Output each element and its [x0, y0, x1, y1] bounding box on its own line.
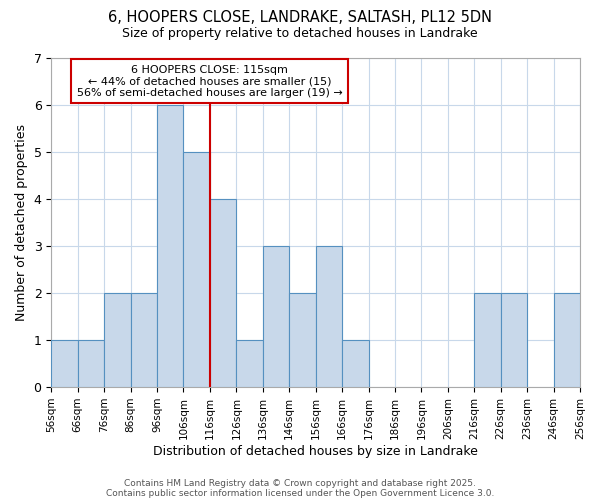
Bar — [474, 293, 500, 387]
Text: Size of property relative to detached houses in Landrake: Size of property relative to detached ho… — [122, 28, 478, 40]
Y-axis label: Number of detached properties: Number of detached properties — [15, 124, 28, 321]
Bar — [104, 293, 131, 387]
Bar — [184, 152, 210, 387]
Bar — [210, 199, 236, 387]
Bar — [131, 293, 157, 387]
Bar — [289, 293, 316, 387]
Bar — [51, 340, 78, 387]
Bar — [342, 340, 368, 387]
Bar — [554, 293, 580, 387]
Text: 6 HOOPERS CLOSE: 115sqm
← 44% of detached houses are smaller (15)
56% of semi-de: 6 HOOPERS CLOSE: 115sqm ← 44% of detache… — [77, 64, 343, 98]
Bar — [78, 340, 104, 387]
Bar — [316, 246, 342, 387]
Bar — [157, 104, 184, 387]
Text: Contains public sector information licensed under the Open Government Licence 3.: Contains public sector information licen… — [106, 488, 494, 498]
Bar — [500, 293, 527, 387]
Bar — [263, 246, 289, 387]
X-axis label: Distribution of detached houses by size in Landrake: Distribution of detached houses by size … — [153, 444, 478, 458]
Bar — [236, 340, 263, 387]
Text: 6, HOOPERS CLOSE, LANDRAKE, SALTASH, PL12 5DN: 6, HOOPERS CLOSE, LANDRAKE, SALTASH, PL1… — [108, 10, 492, 25]
Text: Contains HM Land Registry data © Crown copyright and database right 2025.: Contains HM Land Registry data © Crown c… — [124, 478, 476, 488]
